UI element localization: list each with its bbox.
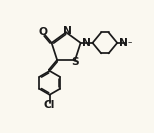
Text: Cl: Cl (44, 100, 55, 110)
Text: O: O (38, 27, 47, 37)
Text: N: N (63, 26, 72, 36)
Text: N: N (82, 38, 91, 48)
Text: N: N (119, 38, 128, 48)
Text: –: – (127, 38, 132, 47)
Text: S: S (71, 57, 79, 67)
